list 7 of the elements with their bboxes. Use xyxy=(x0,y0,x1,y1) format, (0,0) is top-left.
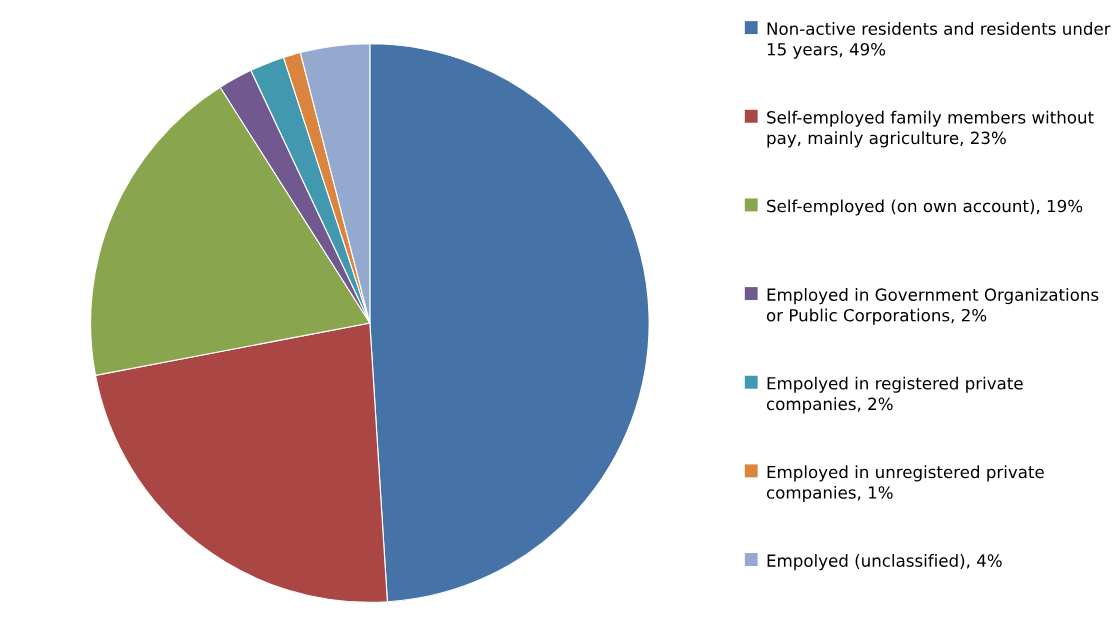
legend-label: Non-active residents and residents under 15 years, 49% xyxy=(767,22,1111,59)
legend-label: Employed in unregistered private companies, 1% xyxy=(766,465,1044,503)
legend-label: Employed in Government Organizations or Public Corporations, 2% xyxy=(766,288,1099,325)
legend-label: Empolyed in registered private companies, 2% xyxy=(766,376,1023,414)
legend-label: Self-employed family members without pay, mainly agriculture, 23% xyxy=(767,110,1094,148)
legend-label: Self-employed (on own account), 19% xyxy=(767,199,1083,216)
legend-label: Empolyed (unclassified), 4% xyxy=(767,554,1002,571)
